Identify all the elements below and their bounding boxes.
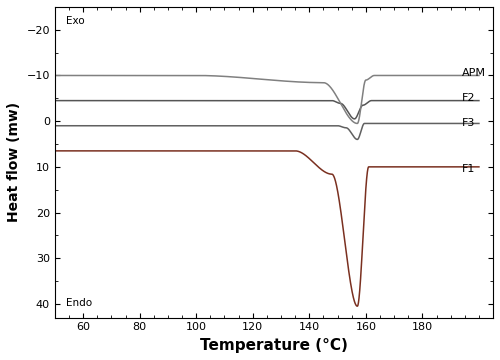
Text: APM: APM <box>462 68 486 78</box>
Text: Endo: Endo <box>66 298 92 308</box>
Text: F3: F3 <box>462 118 475 129</box>
Text: F2: F2 <box>462 93 475 103</box>
Text: F1: F1 <box>462 164 475 174</box>
X-axis label: Temperature (°C): Temperature (°C) <box>200 338 348 353</box>
Text: Exo: Exo <box>66 16 84 26</box>
Y-axis label: Heat flow (mw): Heat flow (mw) <box>7 102 21 222</box>
